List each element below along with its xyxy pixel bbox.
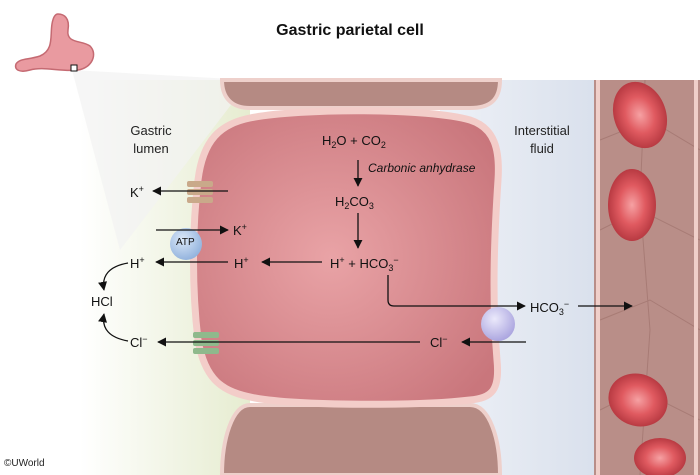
bicarbonate-interstitial-label: HCO3− [530,299,570,317]
copyright-label: ©UWorld [4,458,45,469]
hcl-label: HCl [91,294,113,309]
gastric-lumen-label: Gastric lumen [130,123,172,156]
cl-channel [193,332,219,354]
carbonic-acid-label: H2CO3 [335,194,374,211]
h-lumen-label: H+ [130,255,145,271]
diagram-title: Gastric parietal cell [276,22,424,39]
neighbor-cell-top [219,78,503,110]
proton-pump [170,228,202,260]
h-cell-label: H+ [234,255,249,271]
water-co2-label: H2O + CO2 [322,133,386,150]
atp-label: ATP [176,237,195,248]
proton-bicarbonate-label: H+ + HCO3− [330,255,399,273]
red-blood-cells [608,81,686,475]
bicarbonate-arrow [387,275,526,311]
k-in-label: K+ [233,222,247,238]
neighbor-cell-bottom [219,403,503,475]
cl-lumen-label: Cl− [130,334,148,350]
stomach-icon [14,13,95,72]
interstitial-fluid-label: Interstitial fluid [514,123,570,156]
h-to-hcl-arrow [98,262,129,291]
chloride-bicarbonate-exchanger [481,307,515,341]
k-out-label: K+ [130,184,144,200]
carbonic-anhydrase-label: Carbonic anhydrase [368,161,476,175]
cl-to-hcl-arrow [98,313,129,342]
k-channel [187,181,213,203]
cl-cell-label: Cl− [430,334,448,350]
